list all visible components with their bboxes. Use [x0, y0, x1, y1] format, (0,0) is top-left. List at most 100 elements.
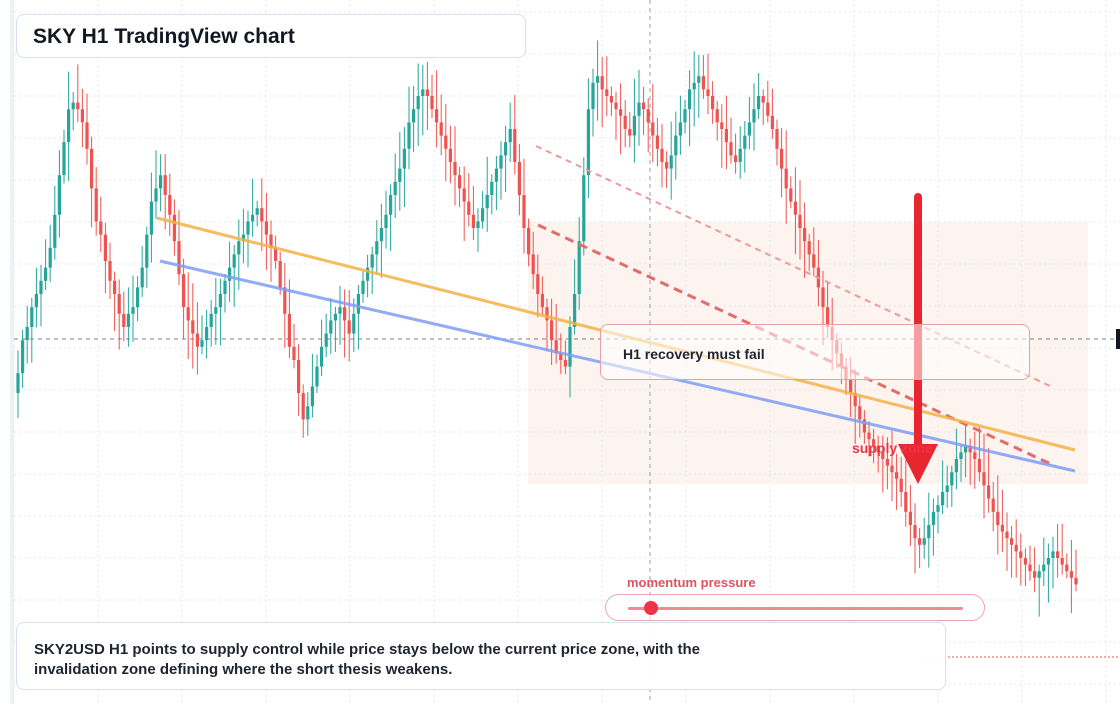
candle	[996, 475, 1000, 555]
candle	[48, 224, 52, 282]
candle	[200, 315, 204, 355]
candle	[76, 64, 80, 123]
candle-body	[338, 307, 342, 314]
candle	[80, 88, 85, 148]
candle-body	[39, 280, 43, 294]
candle-body	[352, 313, 356, 334]
candle-body	[301, 393, 305, 420]
candle-body	[453, 162, 457, 176]
candle	[1000, 489, 1005, 552]
candle-body	[1060, 558, 1064, 565]
candle-body	[126, 313, 131, 327]
candle-body	[89, 148, 94, 189]
candle-body	[99, 221, 103, 235]
candle	[352, 298, 356, 353]
candle	[775, 119, 779, 166]
candle	[1005, 512, 1009, 571]
candle-body	[605, 89, 609, 96]
candle	[917, 528, 922, 568]
candle-body	[306, 406, 310, 420]
candle-body	[246, 221, 250, 235]
candle-body	[255, 208, 259, 215]
candle	[706, 53, 710, 114]
candle-body	[34, 294, 39, 308]
candle-body	[779, 148, 784, 169]
candle	[991, 482, 995, 532]
candle-body	[296, 360, 301, 393]
candle	[678, 95, 683, 155]
candle-body	[549, 320, 554, 341]
candle	[476, 208, 480, 253]
candle-body	[365, 267, 370, 281]
candle	[605, 56, 609, 117]
candle	[922, 517, 926, 559]
candle-body	[618, 109, 623, 116]
candle	[651, 84, 655, 163]
candle-body	[287, 313, 292, 347]
candle	[545, 298, 549, 352]
candle	[609, 86, 614, 117]
candle-body	[710, 96, 715, 110]
candle-body	[982, 472, 986, 486]
candle-body	[862, 419, 867, 433]
candle-body	[154, 188, 158, 202]
candle-body	[85, 122, 89, 149]
candle-body	[692, 82, 696, 90]
candle-body	[227, 267, 232, 281]
candle-body	[273, 247, 278, 261]
candle-body	[53, 214, 57, 248]
candle	[292, 323, 296, 369]
candle	[99, 196, 103, 253]
candle-body	[586, 109, 591, 176]
candle	[365, 254, 370, 298]
candle	[950, 465, 954, 507]
momentum-knob[interactable]	[644, 601, 659, 615]
candle	[1009, 525, 1014, 578]
candle	[204, 309, 209, 359]
candle	[1069, 539, 1074, 614]
candle-body	[57, 175, 62, 215]
candle-body	[1065, 564, 1069, 572]
candle	[683, 99, 687, 134]
candle	[761, 89, 765, 126]
candle	[618, 83, 623, 155]
candle	[310, 353, 315, 418]
candle	[867, 421, 871, 457]
candle-body	[945, 485, 949, 492]
candle-body	[1009, 538, 1014, 545]
candle-body	[536, 274, 540, 294]
candle	[986, 448, 991, 513]
candle	[255, 200, 259, 227]
candle-body	[269, 234, 273, 248]
candle	[858, 396, 862, 438]
candle	[66, 71, 71, 181]
candle	[779, 127, 784, 198]
candle-body	[186, 307, 190, 321]
candle-body	[191, 320, 195, 334]
candle	[126, 287, 131, 347]
candle-body	[600, 76, 604, 90]
candle-body	[80, 109, 85, 123]
candle	[499, 141, 503, 200]
title-card: SKY H1 TradingView chart	[16, 14, 526, 58]
candle	[982, 433, 986, 519]
candle-body	[950, 472, 954, 486]
candle	[416, 63, 420, 146]
candle-body	[867, 432, 871, 440]
candle-body	[439, 122, 443, 136]
candle-body	[706, 89, 710, 96]
candle	[752, 83, 756, 151]
candle-body	[237, 241, 241, 255]
candle	[439, 94, 443, 156]
candle	[434, 70, 439, 148]
candle-body	[812, 254, 816, 268]
candle-body	[927, 525, 931, 539]
candle	[743, 120, 747, 173]
candle-body	[421, 89, 425, 96]
candle	[168, 173, 172, 236]
candle-body	[701, 76, 706, 90]
candle-body	[793, 201, 798, 215]
candle	[517, 144, 522, 216]
candle	[904, 459, 908, 527]
